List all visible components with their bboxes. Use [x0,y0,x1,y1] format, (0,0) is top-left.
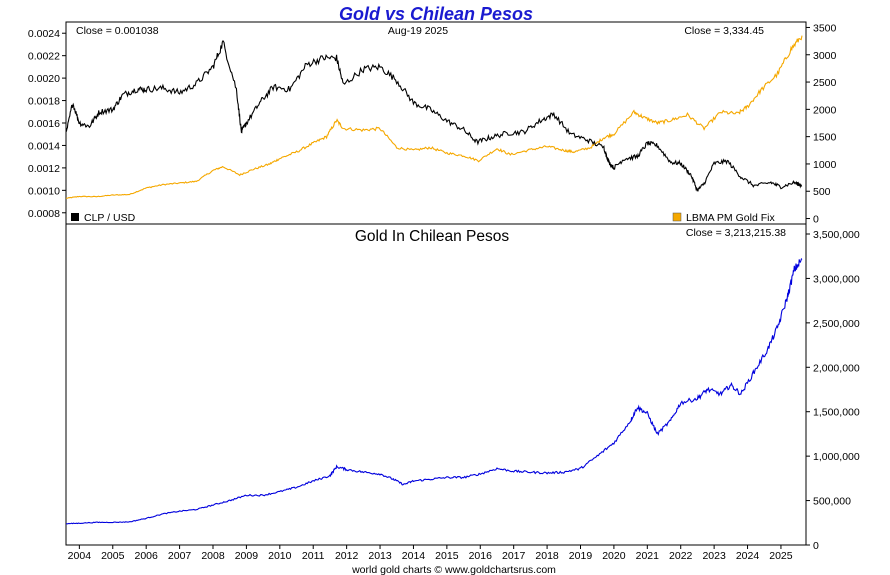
x-axis-tick-label: 2016 [469,550,493,562]
bottom-axis-tick-label: 1,500,000 [813,407,860,419]
bottom-axis-tick-label: 2,000,000 [813,362,860,374]
x-axis-tick-label: 2025 [769,550,793,562]
left-axis-tick-label: 0.0022 [28,51,60,63]
x-axis-tick-label: 2013 [368,550,392,562]
chart-title: Gold vs Chilean Pesos [339,4,533,24]
x-axis-tick-label: 2011 [302,550,325,562]
right-axis-tick-label: 0 [813,214,819,226]
x-axis-tick-label: 2023 [702,550,726,562]
bottom-axis-tick-label: 0 [813,540,819,552]
left-axis-tick-label: 0.0012 [28,163,60,175]
left-axis-tick-label: 0.0020 [28,73,60,85]
x-axis-tick-label: 2012 [335,550,359,562]
legend-swatch-clp-usd [71,213,79,221]
legend-label-gold: LBMA PM Gold Fix [686,212,775,224]
x-axis-tick-label: 2005 [101,550,125,562]
clp-close-label: Close = 0.001038 [76,25,159,37]
legend-swatch-gold [672,212,682,222]
left-axis-tick-label: 0.0014 [28,140,60,152]
x-axis-tick-label: 2014 [402,550,426,562]
x-axis-tick-label: 2009 [235,550,259,562]
right-axis-tick-label: 1000 [813,159,837,171]
date-label: Aug-19 2025 [388,25,448,37]
x-axis-tick-label: 2015 [435,550,459,562]
x-axis-tick-label: 2006 [135,550,159,562]
x-axis-tick-label: 2017 [502,550,526,562]
bottom-axis-tick-label: 3,500,000 [813,229,860,241]
x-axis-tick-label: 2004 [68,550,92,562]
clp-usd-line [65,39,803,192]
bottom-panel-frame [65,223,807,546]
left-axis-tick-label: 0.0016 [28,118,60,130]
x-axis-tick-label: 2024 [736,550,760,562]
x-axis-tick-label: 2021 [636,550,660,562]
gold-clp-line [66,258,803,525]
left-axis-tick-label: 0.0024 [28,28,60,40]
x-axis-tick-label: 2007 [168,550,192,562]
right-axis-tick-label: 1500 [813,132,837,144]
left-axis-tick-label: 0.0018 [28,96,60,108]
right-axis-tick-label: 2000 [813,104,837,116]
gold-usd-line [65,35,803,199]
footer-credit: world gold charts © www.goldchartsrus.co… [351,564,556,575]
x-axis-tick-label: 2008 [201,550,225,562]
bottom-close-label: Close = 3,213,215.38 [686,227,786,239]
x-axis-tick-label: 2019 [569,550,593,562]
x-axis-tick-label: 2018 [535,550,559,562]
right-axis-tick-label: 3500 [813,22,837,34]
bottom-axis-tick-label: 3,000,000 [813,273,860,285]
left-axis-tick-label: 0.0008 [28,208,60,220]
bottom-axis-tick-label: 2,500,000 [813,318,860,330]
bottom-panel-title: Gold In Chilean Pesos [355,228,509,245]
x-axis-tick-label: 2022 [669,550,693,562]
right-axis-tick-label: 500 [813,186,831,198]
legend-label-clp-usd: CLP / USD [84,212,136,224]
top-panel-frame [65,21,807,225]
left-axis-tick-label: 0.0010 [28,185,60,197]
bottom-axis-tick-label: 1,000,000 [813,451,860,463]
gold-close-label: Close = 3,334.45 [684,25,764,37]
x-axis-tick-label: 2020 [602,550,626,562]
x-axis-tick-label: 2010 [268,550,292,562]
right-axis-tick-label: 3000 [813,50,837,62]
bottom-axis-tick-label: 500,000 [813,496,851,508]
right-axis-tick-label: 2500 [813,77,837,89]
